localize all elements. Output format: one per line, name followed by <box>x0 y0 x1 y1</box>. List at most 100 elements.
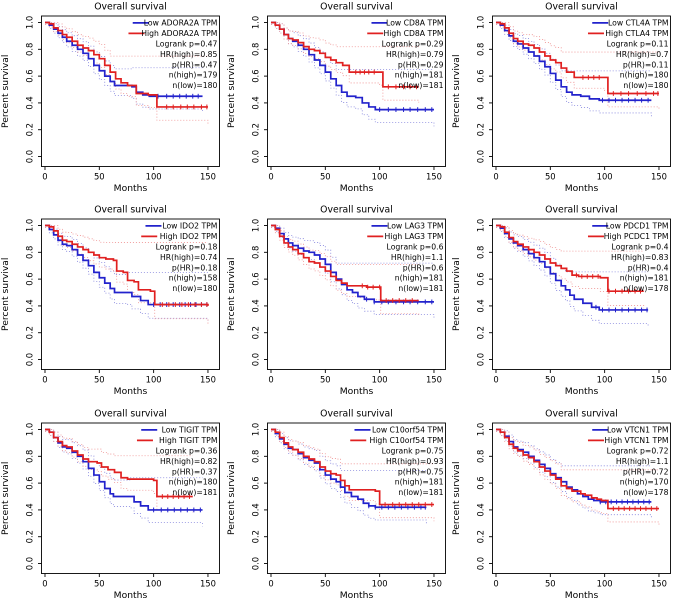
y-tick-label: 0.4 <box>24 300 34 313</box>
legend-stat-1: HR(high)=0.93 <box>386 457 444 466</box>
low-legend-label: Low CTL4A TPM <box>608 19 668 28</box>
high-confidence-band <box>270 22 419 48</box>
x-tick-label: 100 <box>597 578 613 588</box>
x-tick-label: 0 <box>268 375 273 385</box>
legend-stat-3: n(high)=181 <box>394 477 443 486</box>
y-tick-label: 0.8 <box>24 246 34 259</box>
low-survival-curve <box>44 428 203 511</box>
low-legend-label: Low VTCN1 TPM <box>607 425 669 434</box>
legend-stat-0: Logrank p=0.72 <box>607 446 669 455</box>
y-tick-label: 1.0 <box>24 16 34 29</box>
y-tick-label: 0.6 <box>250 476 260 489</box>
x-tick-label: 50 <box>545 578 556 588</box>
plot-frame <box>41 218 220 371</box>
y-tick-label: 0.2 <box>476 123 486 136</box>
x-tick-label: 150 <box>200 375 216 385</box>
x-tick-label: 100 <box>146 578 162 588</box>
y-tick-label: 0.0 <box>250 557 260 570</box>
y-tick-label: 0.6 <box>250 273 260 286</box>
legend-stat-3: n(high)=180 <box>620 71 669 80</box>
legend-stat-1: HR(high)=0.7 <box>616 50 669 59</box>
legend-stat-0: Logrank p=0.4 <box>612 243 669 252</box>
x-tick-label: 150 <box>426 375 442 385</box>
x-tick-label: 100 <box>146 375 162 385</box>
legend-stat-0: Logrank p=0.29 <box>381 40 443 49</box>
panel-title: Overall survival <box>94 205 166 216</box>
y-tick-label: 0.2 <box>250 123 260 136</box>
y-tick-label: 0.4 <box>476 503 486 516</box>
y-tick-label: 1.0 <box>24 219 34 232</box>
x-tick-label: 50 <box>94 578 105 588</box>
low-legend-label: Low IDO2 TPM <box>162 222 217 231</box>
low-legend-label: Low TIGIT TPM <box>162 425 218 434</box>
low-confidence-band <box>496 227 649 328</box>
x-tick-label: 0 <box>42 172 47 182</box>
x-tick-label: 0 <box>494 375 499 385</box>
low-confidence-band <box>44 428 203 481</box>
y-tick-label: 0.4 <box>24 96 34 109</box>
low-survival-curve <box>44 224 208 306</box>
x-tick-label: 100 <box>371 375 387 385</box>
high-legend-label: High VTCN1 TPM <box>605 436 669 445</box>
survival-plot-lag3: Overall survival 0 50 100 150 Months 0.0 0.2 0.4… <box>226 205 446 397</box>
high-survival-curve <box>270 428 434 506</box>
legend-stat-0: Logrank p=0.75 <box>381 446 443 455</box>
high-survival-curve <box>496 428 660 510</box>
y-tick-label: 1.0 <box>24 422 34 435</box>
x-tick-label: 50 <box>545 172 556 182</box>
y-tick-label: 0.8 <box>24 449 34 462</box>
y-axis-label: Percent survival <box>0 55 11 129</box>
legend-stat-1: HR(high)=0.83 <box>611 253 669 262</box>
x-tick-label: 100 <box>597 172 613 182</box>
y-tick-label: 1.0 <box>250 16 260 29</box>
legend-stat-3: n(high)=181 <box>394 71 443 80</box>
panel-title: Overall survival <box>546 205 619 216</box>
y-tick-label: 0.4 <box>250 300 260 313</box>
x-tick-label: 100 <box>371 172 387 182</box>
survival-panel-ido2: Overall survival 0 50 100 150 Months 0.0 0.2 0.4… <box>0 203 226 406</box>
legend-stat-2: p(HR)=0.37 <box>172 467 218 476</box>
x-tick-label: 50 <box>320 375 331 385</box>
legend-stat-2: p(HR)=0.11 <box>623 60 669 69</box>
high-confidence-band <box>496 430 660 525</box>
high-confidence-band <box>496 225 645 252</box>
x-tick-label: 100 <box>371 578 387 588</box>
legend-stat-4: n(low)=181 <box>398 488 443 497</box>
high-legend-label: High PCDC1 TPM <box>604 232 669 241</box>
high-survival-curve <box>496 224 645 293</box>
legend-stat-3: n(high)=181 <box>620 274 669 283</box>
y-tick-label: 1.0 <box>250 422 260 435</box>
high-confidence-band <box>270 430 435 521</box>
y-tick-label: 0.8 <box>476 43 486 56</box>
survival-panel-vtcn1: Overall survival 0 50 100 150 Months 0.0 0.2 0.4… <box>451 407 677 610</box>
survival-plot-ctla4: Overall survival 0 50 100 150 Months 0.0 0.2 0.4… <box>451 2 672 194</box>
high-confidence-band <box>270 428 434 464</box>
y-axis-label: Percent survival <box>451 258 462 332</box>
y-tick-label: 1.0 <box>250 219 260 232</box>
survival-panel-pdcd1: Overall survival 0 50 100 150 Months 0.0 0.2 0.4… <box>451 203 677 406</box>
plot-frame <box>266 218 446 371</box>
low-confidence-band <box>496 24 653 117</box>
high-confidence-band <box>270 227 419 317</box>
low-legend-label: Low ADORA2A TPM <box>144 19 218 28</box>
legend-stat-3: n(high)=179 <box>169 71 218 80</box>
high-legend-label: High C10orf54 TPM <box>369 436 443 445</box>
panel-title: Overall survival <box>546 408 619 419</box>
x-tick-label: 0 <box>268 578 273 588</box>
high-survival-curve <box>44 224 209 307</box>
low-survival-curve <box>496 21 652 102</box>
legend-stat-1: HR(high)=1.1 <box>391 253 444 262</box>
legend-stat-3: n(high)=180 <box>169 477 218 486</box>
x-axis-label: Months <box>565 183 599 194</box>
legend-stat-1: HR(high)=0.79 <box>386 50 444 59</box>
low-legend-label: Low C10orf54 TPM <box>372 425 443 434</box>
legend-stat-4: n(low)=180 <box>172 81 217 90</box>
legend-stat-3: n(high)=170 <box>620 477 669 486</box>
low-confidence-band <box>270 430 427 524</box>
low-confidence-band <box>496 428 652 466</box>
x-tick-label: 150 <box>426 578 442 588</box>
y-tick-label: 1.0 <box>476 422 486 435</box>
y-tick-label: 0.2 <box>24 530 34 543</box>
x-tick-label: 150 <box>200 172 216 182</box>
x-tick-label: 0 <box>42 578 47 588</box>
